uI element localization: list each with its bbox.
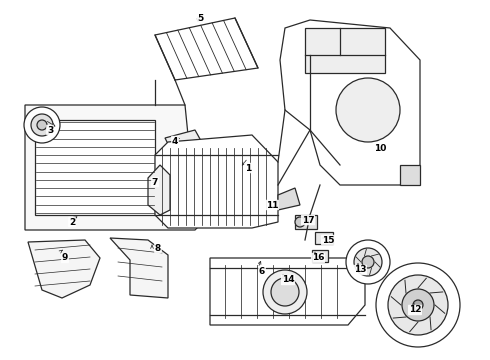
- Bar: [305, 28, 385, 73]
- Polygon shape: [25, 105, 210, 230]
- Bar: [295, 215, 317, 229]
- Bar: [315, 232, 333, 244]
- Circle shape: [31, 114, 53, 136]
- Circle shape: [354, 248, 382, 276]
- Polygon shape: [190, 155, 210, 175]
- Circle shape: [263, 270, 307, 314]
- Polygon shape: [155, 135, 278, 228]
- Text: 8: 8: [155, 243, 161, 252]
- Polygon shape: [110, 238, 168, 298]
- Polygon shape: [278, 188, 300, 210]
- Text: 2: 2: [69, 217, 75, 226]
- Polygon shape: [400, 165, 420, 185]
- Text: 13: 13: [354, 266, 366, 274]
- Bar: [35, 120, 155, 215]
- Text: 14: 14: [282, 275, 294, 284]
- Circle shape: [413, 300, 423, 310]
- Text: 9: 9: [62, 253, 68, 262]
- Text: 11: 11: [266, 201, 278, 210]
- Polygon shape: [148, 165, 170, 215]
- Text: 15: 15: [322, 235, 334, 244]
- Polygon shape: [210, 258, 365, 325]
- Circle shape: [271, 278, 299, 306]
- Text: 6: 6: [259, 267, 265, 276]
- Circle shape: [362, 256, 374, 268]
- Circle shape: [295, 217, 305, 227]
- Circle shape: [346, 240, 390, 284]
- Circle shape: [388, 275, 448, 335]
- Circle shape: [37, 120, 47, 130]
- Text: 3: 3: [47, 126, 53, 135]
- Polygon shape: [28, 240, 100, 298]
- Circle shape: [24, 107, 60, 143]
- Text: 4: 4: [172, 136, 178, 145]
- Text: 7: 7: [152, 177, 158, 186]
- Polygon shape: [165, 130, 205, 158]
- Polygon shape: [280, 20, 420, 185]
- Bar: [312, 250, 328, 262]
- Text: 16: 16: [312, 253, 324, 262]
- Text: 12: 12: [409, 306, 421, 315]
- Text: 10: 10: [374, 144, 386, 153]
- Circle shape: [376, 263, 460, 347]
- Text: 5: 5: [197, 14, 203, 23]
- Text: 1: 1: [245, 163, 251, 172]
- Circle shape: [402, 289, 434, 321]
- Polygon shape: [155, 18, 258, 80]
- Text: 17: 17: [302, 216, 314, 225]
- Circle shape: [336, 78, 400, 142]
